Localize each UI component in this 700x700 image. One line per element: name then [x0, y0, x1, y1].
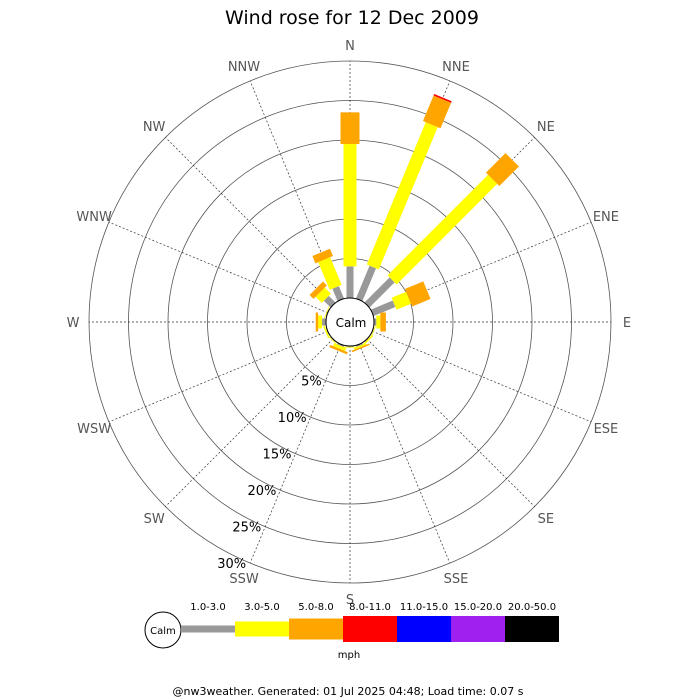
legend-bin-label: 11.0-15.0: [400, 602, 448, 613]
bar-sw-bin-2: [327, 334, 338, 345]
bar-wsw-bin-2: [323, 325, 330, 339]
grid-spoke: [372, 330, 592, 423]
bar-ene-bin-2: [391, 291, 412, 310]
direction-label-nw: NW: [143, 120, 166, 135]
direction-label-wsw: WSW: [77, 422, 111, 437]
legend-swatch-1: [181, 625, 235, 633]
grid-spoke: [165, 338, 334, 507]
direction-label-ene: ENE: [593, 210, 619, 225]
bar-nnw-bin-2: [318, 257, 342, 290]
direction-label-ese: ESE: [594, 422, 619, 437]
percent-labels: 5% 10% 15% 20% 25% 30%: [217, 375, 321, 572]
bar-nw-bin-3: [309, 281, 327, 299]
bar-ssw-bin-2: [332, 343, 347, 352]
percent-label: 25%: [232, 521, 261, 536]
bar-ne-bin-3: [485, 153, 519, 187]
chart-title: Wind rose for 12 Dec 2009: [225, 7, 479, 29]
grid-spoke: [249, 344, 342, 564]
bar-ssw-bin-3: [329, 344, 348, 355]
bar-nne-bin-2: [366, 122, 438, 270]
bar-nw-bin-1: [323, 295, 336, 308]
direction-label-w: W: [67, 316, 80, 331]
legend-swatch-2: [235, 621, 289, 637]
legend-calm-label: Calm: [150, 626, 176, 637]
percent-label: 30%: [217, 557, 246, 572]
grid-spoke: [366, 338, 535, 507]
direction-label-se: SE: [538, 512, 554, 527]
bar-nne-bin-4: [433, 94, 452, 103]
calm-label: Calm: [336, 316, 367, 330]
legend-bin-label: 8.0-11.0: [349, 602, 391, 613]
percent-label: 10%: [278, 411, 307, 426]
legend-swatch-3: [289, 618, 343, 640]
direction-label-e: E: [623, 316, 631, 331]
wind-bars: [309, 94, 519, 355]
polar-grid: [88, 60, 612, 584]
bar-nnw-bin-1: [332, 286, 345, 302]
calm-circle: Calm: [325, 297, 375, 347]
direction-label-wnw: WNW: [76, 210, 112, 225]
legend-swatch-7: [505, 616, 559, 642]
bar-ne-bin-2: [387, 174, 498, 285]
direction-label-nne: NNE: [442, 60, 470, 75]
direction-label-nnw: NNW: [228, 60, 260, 75]
grid-spoke: [372, 221, 592, 314]
legend-swatch-6: [451, 616, 505, 642]
grid-spoke: [249, 80, 342, 300]
direction-label-ssw: SSW: [229, 572, 259, 587]
legend-bin-label: 1.0-3.0: [190, 602, 225, 613]
direction-label-sse: SSE: [444, 572, 469, 587]
legend-unit: mph: [338, 650, 360, 661]
direction-labels: N NNE NE ENE E ESE SE SSE S SSW SW WSW W WNW NW NNW: [67, 39, 632, 608]
bar-sse-bin-3: [351, 343, 370, 353]
grid-spoke: [108, 330, 328, 423]
legend-swatch-5: [397, 616, 451, 642]
bar-sse-bin-2: [353, 343, 367, 350]
legend-bin-label: 5.0-8.0: [298, 602, 333, 613]
direction-label-n: N: [345, 39, 355, 54]
grid-spoke: [108, 221, 328, 314]
bar-ne-bin-1: [364, 277, 395, 308]
bar-nw-bin-2: [315, 287, 331, 303]
calm-circle-shape: [325, 297, 375, 347]
legend-bin-label: 20.0-50.0: [508, 602, 556, 613]
legend-swatch-4: [343, 616, 397, 642]
grid-spoke: [358, 344, 451, 564]
direction-label-s: S: [346, 593, 354, 608]
footer-text: @nw3weather. Generated: 01 Jul 2025 04:4…: [173, 685, 524, 698]
legend-bin-label: 15.0-20.0: [454, 602, 502, 613]
bar-nne-bin-3: [422, 95, 452, 129]
grid-spoke: [165, 137, 334, 306]
bar-se-bin-2: [362, 334, 374, 346]
percent-label: 20%: [247, 484, 276, 499]
direction-label-sw: SW: [144, 512, 165, 527]
percent-label: 15%: [263, 448, 292, 463]
direction-label-ne: NE: [537, 120, 555, 135]
bar-nne-bin-1: [355, 265, 377, 302]
legend-bin-label: 3.0-5.0: [244, 602, 279, 613]
bar-nnw-bin-3: [312, 248, 333, 264]
percent-label: 5%: [301, 375, 322, 390]
legend: Calm mph 1.0-3.0 3.0-5.0 5.0-8.0 8.0-11.0 11…: [144, 602, 559, 661]
bar-ene-bin-3: [405, 281, 431, 307]
bar-ene-bin-1: [370, 300, 396, 317]
